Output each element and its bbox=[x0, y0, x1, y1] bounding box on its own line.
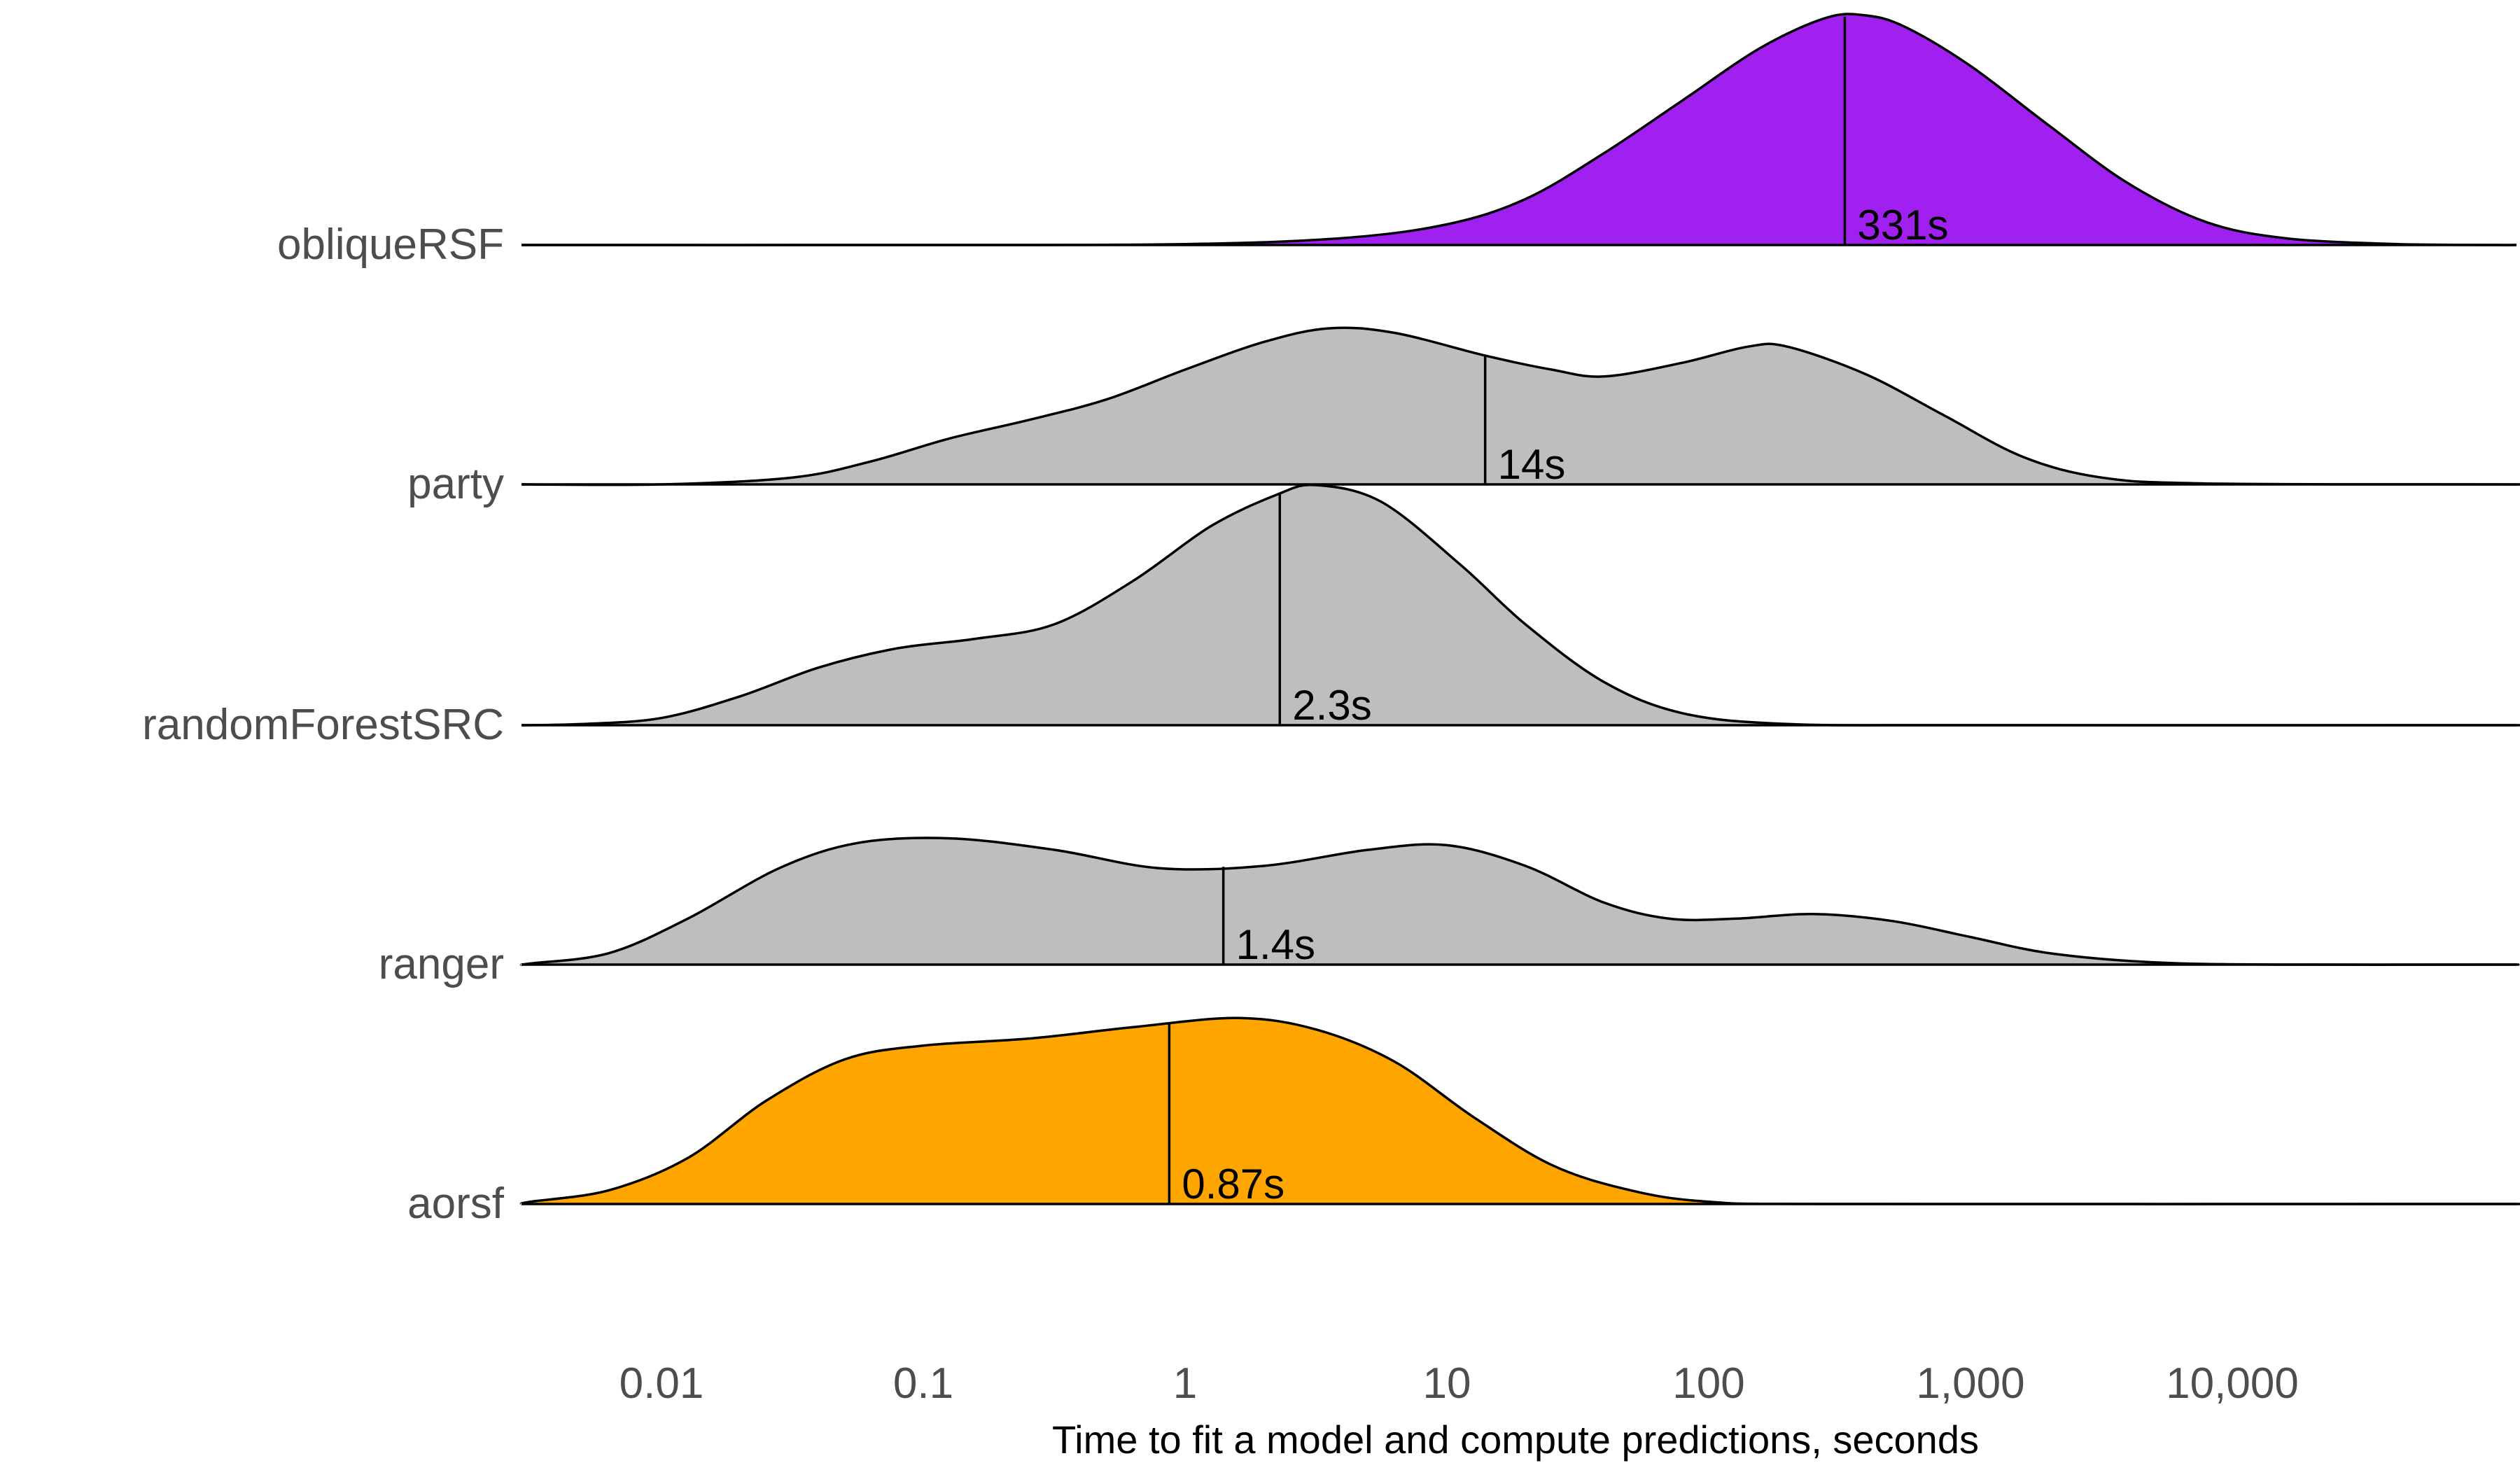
y-label-obliquersf: obliqueRSF bbox=[277, 220, 504, 269]
x-tick-label: 100 bbox=[1672, 1359, 1744, 1408]
median-label-randomforestsrc: 2.3s bbox=[1292, 682, 1371, 729]
ridge-outline-ranger bbox=[519, 836, 2520, 966]
x-tick-label: 0.1 bbox=[893, 1359, 953, 1408]
y-axis-labels: obliqueRSF party randomForestSRC ranger aors… bbox=[142, 220, 505, 1228]
ridge-obliquersf: 331s bbox=[521, 13, 2517, 248]
y-label-party: party bbox=[407, 460, 504, 508]
median-label-party: 14s bbox=[1498, 441, 1566, 488]
x-axis-tick-labels: 0.01 0.1 1 10 100 1,000 10,000 bbox=[620, 1359, 2299, 1408]
x-tick-label: 10,000 bbox=[2166, 1359, 2299, 1408]
ridge-area-aorsf bbox=[521, 1018, 2520, 1205]
x-tick-label: 1,000 bbox=[1916, 1359, 2024, 1408]
ridges: 331s 14s 2.3s 1.4s 0.87s bbox=[519, 13, 2520, 1208]
ridge-area-ranger bbox=[521, 837, 2519, 965]
median-label-obliquersf: 331s bbox=[1857, 202, 1948, 248]
y-label-randomforestsrc: randomForestSRC bbox=[142, 701, 504, 749]
ridge-outline-party bbox=[521, 326, 2520, 486]
ridge-randomforestsrc: 2.3s bbox=[521, 483, 2520, 729]
ridge-party: 14s bbox=[521, 326, 2520, 488]
x-tick-label: 1 bbox=[1173, 1359, 1197, 1408]
x-tick-label: 10 bbox=[1423, 1359, 1471, 1408]
ridge-area-randomforestsrc bbox=[522, 484, 2520, 726]
y-label-ranger: ranger bbox=[379, 940, 504, 988]
median-label-ranger: 1.4s bbox=[1236, 921, 1315, 968]
ridge-ranger: 1.4s bbox=[519, 836, 2520, 968]
x-axis-title: Time to fit a model and compute predicti… bbox=[1052, 1418, 1979, 1462]
y-label-aorsf: aorsf bbox=[407, 1180, 505, 1228]
median-label-aorsf: 0.87s bbox=[1182, 1161, 1284, 1208]
ridge-area-party bbox=[522, 328, 2520, 485]
ridge-area-obliquersf bbox=[522, 13, 2516, 246]
x-tick-label: 0.01 bbox=[620, 1359, 704, 1408]
ridge-aorsf: 0.87s bbox=[519, 1016, 2520, 1208]
